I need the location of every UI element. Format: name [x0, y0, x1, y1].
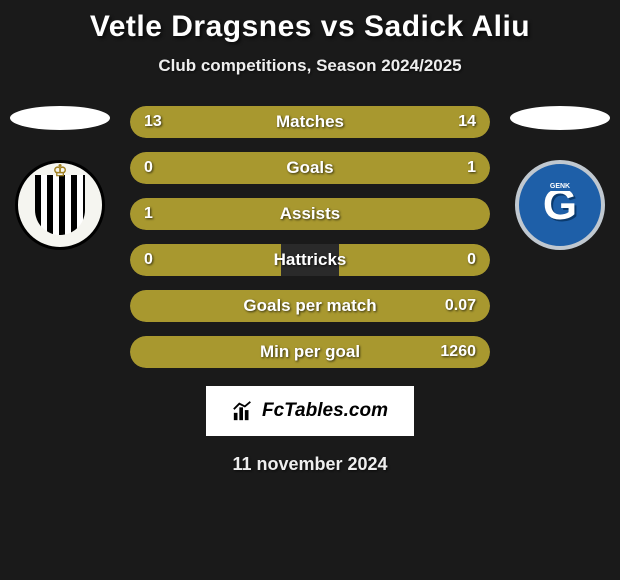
stat-label: Goals: [130, 158, 490, 178]
stat-row: 00Hattricks: [130, 244, 490, 276]
subtitle: Club competitions, Season 2024/2025: [158, 56, 461, 76]
stat-bars: 1314Matches 01Goals 1Assists 00Hattricks 0.0…: [130, 106, 490, 368]
left-ellipse-shape: [10, 106, 110, 130]
footer-text: FcTables.com: [262, 400, 388, 422]
stat-label: Min per goal: [130, 342, 490, 362]
right-club-logo: GENK G: [515, 160, 605, 250]
stat-label: Assists: [130, 204, 490, 224]
left-club-column: ♔: [10, 106, 110, 250]
page-title: Vetle Dragsnes vs Sadick Aliu: [90, 10, 530, 44]
date-text: 11 november 2024: [232, 454, 387, 475]
stat-row: 1Assists: [130, 198, 490, 230]
stat-label: Goals per match: [130, 296, 490, 316]
stat-label: Hattricks: [130, 250, 490, 270]
right-club-column: GENK G: [510, 106, 610, 250]
stat-row: 1260Min per goal: [130, 336, 490, 368]
charleroi-shield-icon: ♔: [35, 175, 85, 235]
genk-badge-text: GENK: [547, 182, 573, 191]
stat-label: Matches: [130, 112, 490, 132]
comparison-infographic: Vetle Dragsnes vs Sadick Aliu Club compe…: [0, 0, 620, 580]
stat-row: 01Goals: [130, 152, 490, 184]
crown-icon: ♔: [53, 161, 67, 181]
stat-row: 1314Matches: [130, 106, 490, 138]
stat-row: 0.07Goals per match: [130, 290, 490, 322]
right-ellipse-shape: [510, 106, 610, 130]
footer-attribution: FcTables.com: [206, 386, 414, 436]
left-club-logo: ♔: [15, 160, 105, 250]
stats-area: ♔ 1314Matches 01Goals 1Assists 00Hattricks 0…: [0, 106, 620, 368]
chart-bars-icon: [232, 400, 254, 422]
